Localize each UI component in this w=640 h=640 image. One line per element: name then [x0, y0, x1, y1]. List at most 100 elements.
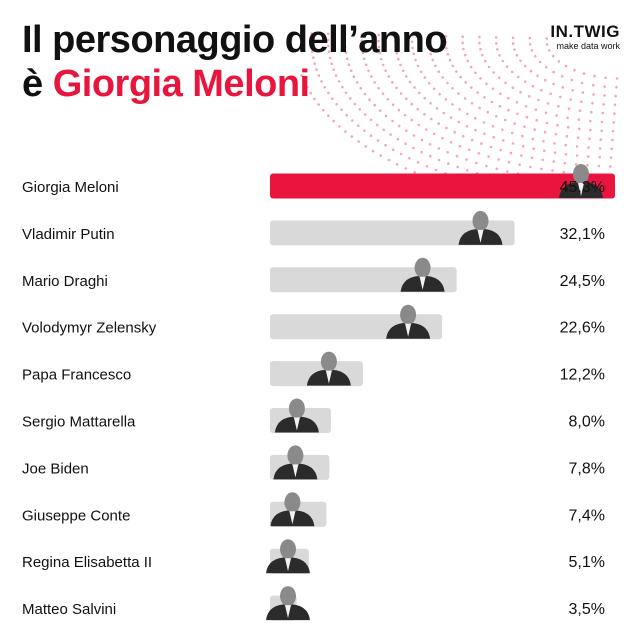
pattern-dot: [351, 119, 354, 122]
portrait-icon: [400, 257, 445, 292]
pattern-dot: [358, 108, 362, 111]
pattern-dot: [317, 74, 321, 77]
pattern-dot: [485, 164, 488, 168]
pattern-dot: [352, 75, 356, 78]
pattern-dot: [404, 142, 407, 145]
pattern-dot: [492, 136, 495, 139]
pattern-dot: [441, 76, 445, 79]
pattern-dot: [494, 115, 498, 118]
pattern-dot: [535, 118, 538, 122]
pattern-dot: [609, 156, 613, 159]
pattern-dot: [446, 52, 450, 56]
pattern-dot: [540, 88, 543, 92]
pattern-dot: [412, 134, 416, 137]
pattern-dot: [405, 129, 408, 133]
category-label: Mario Draghi: [22, 273, 108, 290]
pattern-dot: [483, 96, 486, 99]
pattern-dot: [504, 81, 507, 85]
chart-row: Sergio Mattarella 8,0%: [22, 398, 605, 433]
pattern-dot: [444, 41, 448, 44]
pattern-dot: [310, 44, 313, 47]
pattern-dot: [589, 119, 592, 123]
pattern-dot: [423, 112, 426, 116]
pattern-dot: [355, 81, 359, 84]
pattern-dot: [432, 132, 436, 136]
pattern-dot: [527, 95, 531, 98]
pattern-dot: [359, 87, 363, 90]
value-label: 24,5%: [560, 273, 605, 290]
pattern-dot: [391, 103, 395, 106]
portrait-icon: [306, 351, 351, 386]
pattern-dot: [564, 143, 567, 147]
chart-row: Joe Biden 7,8%: [22, 445, 605, 480]
pattern-dot: [523, 80, 527, 84]
pattern-dot: [580, 100, 583, 103]
pattern-dot: [564, 153, 568, 156]
pattern-dot: [588, 137, 591, 141]
pattern-dot: [576, 136, 580, 139]
pattern-dot: [332, 68, 336, 71]
pattern-dot: [326, 38, 330, 42]
pattern-dot: [476, 91, 479, 94]
pattern-dot: [445, 126, 448, 130]
category-label: Papa Francesco: [22, 367, 131, 384]
pattern-dot: [360, 39, 364, 42]
pattern-dot: [420, 150, 424, 154]
pattern-dot: [491, 87, 495, 91]
pattern-dot: [593, 74, 596, 78]
portrait-icon: [266, 586, 310, 621]
pattern-dot: [490, 100, 494, 104]
pattern-dot: [437, 122, 441, 125]
pattern-dot: [615, 77, 619, 80]
pattern-dot: [437, 70, 441, 73]
pattern-dot: [538, 60, 542, 64]
pattern-dot: [341, 85, 344, 89]
pattern-dot: [494, 36, 498, 39]
pattern-dot: [531, 137, 535, 141]
pattern-dot: [453, 130, 457, 134]
pattern-dot: [559, 95, 562, 99]
pattern-dot: [465, 124, 469, 128]
pattern-dot: [496, 48, 499, 51]
pattern-dot: [451, 64, 455, 68]
pattern-dot: [603, 94, 606, 97]
pattern-dot: [376, 139, 380, 142]
pattern-dot: [499, 92, 502, 95]
pattern-dot: [410, 40, 414, 44]
pattern-dot: [427, 82, 431, 85]
portrait-icon: [273, 445, 318, 480]
pattern-dot: [405, 75, 408, 78]
pattern-dot: [411, 34, 414, 37]
pattern-dot: [391, 119, 394, 123]
brand-tagline: make data work: [556, 41, 620, 51]
pattern-dot: [564, 64, 568, 68]
pattern-dot: [369, 134, 373, 137]
pattern-dot: [505, 65, 509, 68]
pattern-dot: [428, 46, 431, 50]
bar: [270, 220, 515, 246]
pattern-dot: [553, 142, 556, 145]
pattern-dot: [475, 161, 478, 165]
pattern-dot: [474, 116, 477, 120]
pattern-dot: [511, 36, 515, 40]
pattern-dot: [311, 56, 315, 59]
pattern-dot: [463, 97, 467, 100]
pattern-dot: [432, 87, 436, 91]
portrait-icon: [559, 164, 603, 198]
pattern-dot: [337, 80, 341, 83]
pattern-dot: [571, 89, 574, 92]
pattern-dot: [412, 52, 416, 56]
pattern-dot: [384, 143, 387, 147]
pattern-dot: [300, 74, 303, 77]
pattern-dot: [397, 108, 401, 112]
pattern-dot: [466, 59, 470, 63]
pattern-dot: [343, 32, 347, 36]
pattern-dot: [601, 111, 605, 115]
pattern-dot: [519, 59, 522, 63]
pattern-dot: [345, 113, 349, 117]
pattern-dot: [347, 63, 351, 66]
pattern-dot: [444, 35, 448, 38]
pattern-dot: [569, 98, 572, 101]
pattern-dot: [403, 113, 407, 117]
pattern-dot: [613, 103, 617, 107]
